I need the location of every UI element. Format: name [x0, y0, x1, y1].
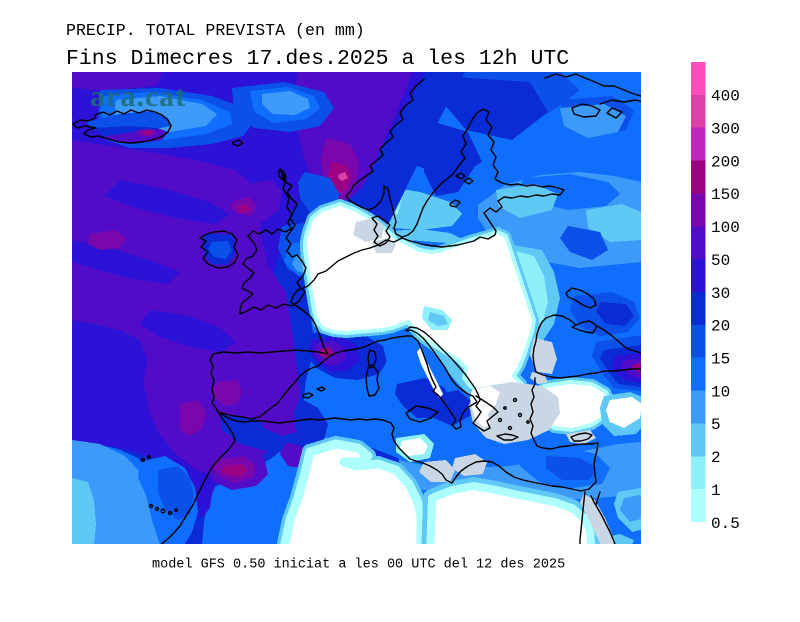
svg-text:5: 5	[711, 416, 721, 434]
svg-text:20: 20	[711, 318, 730, 336]
svg-text:150: 150	[711, 186, 740, 204]
svg-text:2: 2	[711, 449, 721, 467]
svg-text:ara.cat: ara.cat	[90, 80, 186, 113]
svg-text:0.5: 0.5	[711, 515, 740, 533]
svg-text:200: 200	[711, 153, 740, 171]
svg-text:10: 10	[711, 383, 730, 401]
svg-text:50: 50	[711, 252, 730, 270]
svg-text:PRECIP. TOTAL PREVISTA (en mm): PRECIP. TOTAL PREVISTA (en mm)	[66, 21, 365, 40]
svg-text:Fins Dimecres 17.des.2025 a le: Fins Dimecres 17.des.2025 a les 12h UTC	[66, 47, 569, 71]
svg-text:400: 400	[711, 88, 740, 106]
svg-text:1: 1	[711, 482, 721, 500]
svg-text:15: 15	[711, 351, 730, 369]
svg-text:100: 100	[711, 219, 740, 237]
svg-text:model GFS 0.50 iniciat a les 0: model GFS 0.50 iniciat a les 00 UTC del …	[152, 558, 565, 573]
svg-text:300: 300	[711, 121, 740, 139]
svg-text:30: 30	[711, 285, 730, 303]
